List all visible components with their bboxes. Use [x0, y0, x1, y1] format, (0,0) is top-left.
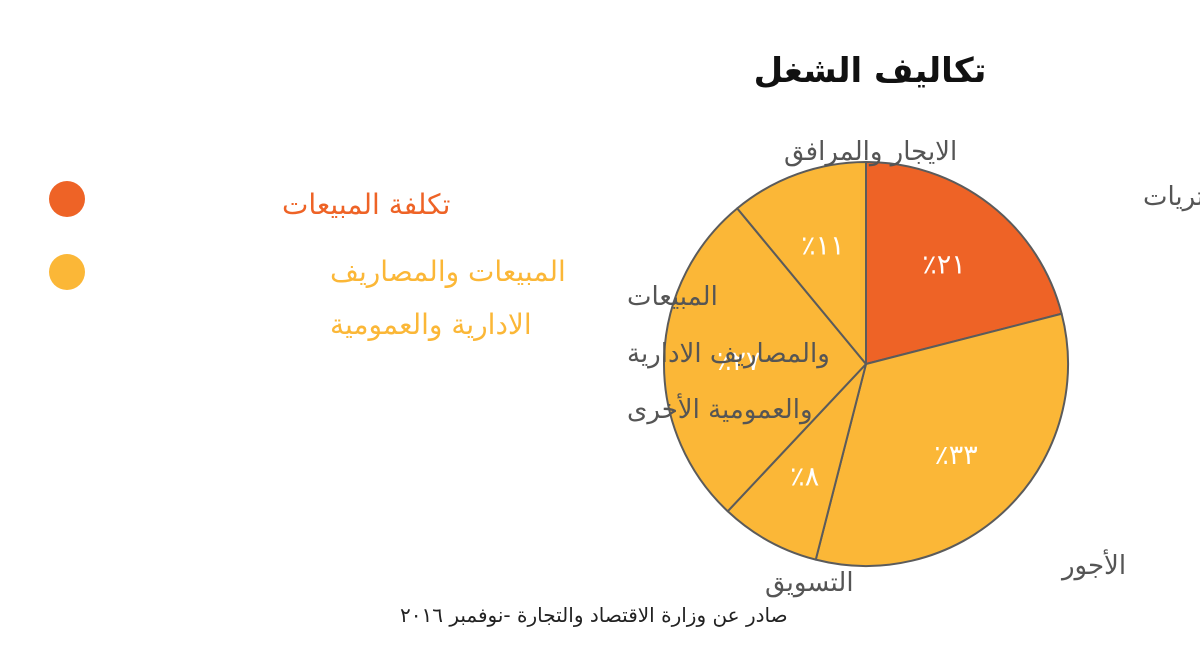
pie-slice-marketing [726, 363, 867, 561]
chart-title: تكاليف الشغل [754, 51, 987, 91]
legend-label-sga-line-1: المبيعات والمصاريف [330, 255, 566, 288]
category-label-sga-other-line-2: والمصاريف الادارية [627, 339, 830, 369]
pie-slice-wages [814, 312, 1069, 567]
slice-value-label-wages: ٪٣٣ [934, 440, 978, 471]
legend-marker-sga [49, 254, 85, 290]
legend-label-sga-line-2: الادارية والعمومية [330, 308, 532, 341]
category-label-rent-utilities: الايجار والمرافق [784, 137, 957, 167]
slice-value-label-marketing: ٪٨ [790, 462, 819, 493]
pie-slice-sga-other [663, 207, 867, 513]
category-label-wages: الأجور [1060, 548, 1126, 581]
source-note: صادر عن وزارة الاقتصاد والتجارة -نوفمبر … [400, 603, 788, 627]
category-label-marketing: التسويق [765, 568, 854, 598]
slice-value-labels: ٪٢١ ٪٣٣ ٪٨ ٪٢٧ ٪١١ [717, 230, 978, 492]
category-label-sga-other-line-3: والعمومية الأخرى [627, 392, 813, 425]
slice-value-label-rent-utilities: ٪١١ [801, 230, 845, 261]
pie-slice-purchases [865, 161, 1063, 365]
pie-slice-rent-utilities [736, 161, 867, 365]
category-label-sga-other-line-1: المبيعات [627, 282, 718, 312]
pie-slices [663, 161, 1069, 567]
slice-value-label-sga-other: ٪٢٧ [717, 346, 761, 377]
legend-marker-cost-of-sales [49, 181, 85, 217]
slice-value-label-purchases: ٪٢١ [922, 249, 966, 280]
legend-label-cost-of-sales: تكلفة المبيعات [282, 188, 450, 221]
category-label-purchases: المشتريات [1143, 182, 1200, 212]
